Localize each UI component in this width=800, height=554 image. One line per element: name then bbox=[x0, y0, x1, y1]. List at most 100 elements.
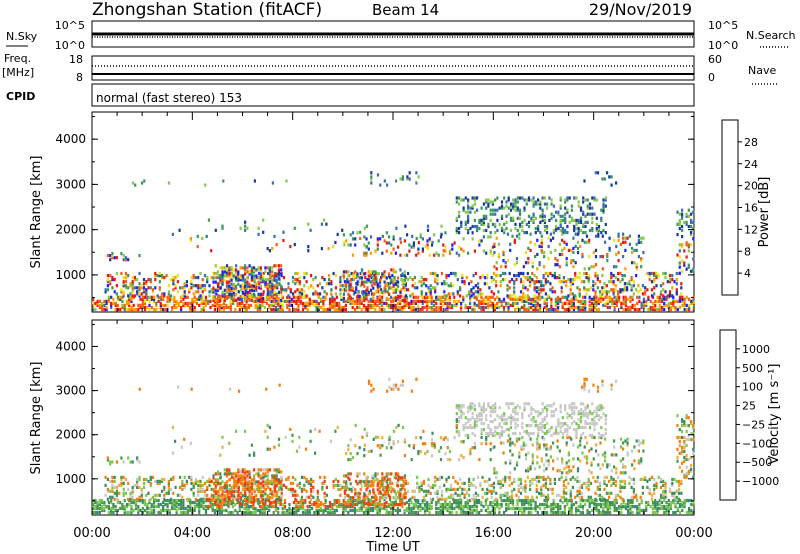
echo-cell bbox=[418, 485, 421, 489]
echo-cell bbox=[235, 272, 238, 276]
echo-cell bbox=[418, 280, 421, 284]
echo-cell bbox=[406, 233, 409, 237]
echo-cell bbox=[481, 495, 484, 499]
echo-cell bbox=[134, 503, 138, 507]
echo-cell bbox=[447, 292, 450, 296]
echo-cell bbox=[606, 295, 609, 299]
echo-cell bbox=[561, 295, 564, 299]
echo-cell bbox=[654, 506, 657, 511]
echo-cell bbox=[339, 483, 342, 487]
echo-cell bbox=[591, 196, 594, 200]
echo-cell bbox=[629, 295, 632, 299]
echo-cell bbox=[678, 255, 681, 259]
echo-cell bbox=[390, 295, 393, 299]
echo-cell bbox=[103, 299, 106, 303]
echo-cell bbox=[470, 288, 473, 292]
echo-cell bbox=[419, 503, 422, 507]
echo-cell bbox=[550, 506, 553, 511]
echo-cell bbox=[523, 208, 526, 212]
echo-cell bbox=[180, 506, 183, 511]
echo-cell bbox=[546, 224, 549, 229]
echo-cell bbox=[106, 280, 109, 284]
echo-cell bbox=[602, 210, 605, 214]
echo-cell bbox=[664, 276, 667, 280]
echo-cell bbox=[499, 485, 502, 489]
echo-cell bbox=[565, 242, 568, 246]
echo-cell bbox=[304, 303, 307, 307]
echo-cell bbox=[561, 226, 564, 231]
echo-cell bbox=[121, 305, 124, 310]
echo-cell bbox=[455, 510, 458, 515]
echo-cell bbox=[164, 303, 167, 307]
echo-cell bbox=[326, 506, 329, 511]
echo-cell bbox=[167, 483, 170, 487]
cpid-text: normal (fast stereo) 153 bbox=[96, 91, 242, 105]
echo-cell bbox=[405, 303, 408, 307]
echo-cell bbox=[122, 282, 125, 286]
echo-cell bbox=[602, 303, 605, 307]
echo-cell bbox=[573, 218, 576, 222]
echo-cell bbox=[378, 307, 381, 312]
echo-cell bbox=[460, 307, 463, 312]
echo-cell bbox=[512, 206, 515, 210]
echo-cell bbox=[376, 247, 379, 251]
echo-cell bbox=[580, 491, 584, 495]
echo-cell bbox=[648, 274, 651, 278]
echo-cell bbox=[266, 284, 269, 288]
echo-cell bbox=[606, 301, 609, 305]
echo-cell bbox=[517, 489, 520, 493]
echo-cell bbox=[423, 508, 427, 513]
echo-cell bbox=[158, 288, 161, 292]
echo-cell bbox=[189, 305, 192, 310]
echo-cell bbox=[579, 218, 583, 222]
echo-cell bbox=[154, 274, 157, 278]
echo-cell bbox=[506, 493, 509, 497]
echo-cell bbox=[410, 307, 413, 312]
echo-cell bbox=[468, 290, 471, 294]
echo-cell bbox=[455, 499, 458, 503]
echo-cell bbox=[207, 505, 210, 509]
echo-cell bbox=[218, 506, 221, 511]
echo-cell bbox=[275, 292, 278, 296]
echo-cell bbox=[356, 280, 359, 284]
echo-cell bbox=[442, 243, 445, 247]
echo-cell bbox=[198, 303, 201, 307]
echo-cell bbox=[523, 508, 526, 513]
echo-cell bbox=[566, 210, 569, 214]
echo-cell bbox=[690, 231, 693, 235]
echo-cell bbox=[200, 505, 203, 509]
echo-cell bbox=[406, 253, 409, 257]
echo-cell bbox=[134, 505, 138, 509]
echo-cell bbox=[175, 299, 178, 303]
echo-cell bbox=[526, 278, 529, 282]
echo-cell bbox=[428, 253, 431, 257]
echo-cell bbox=[331, 305, 334, 310]
echo-cell bbox=[94, 510, 97, 515]
echo-cell bbox=[159, 303, 162, 307]
echo-cell bbox=[584, 295, 587, 299]
echo-cell bbox=[547, 493, 550, 497]
echo-cell bbox=[159, 508, 162, 513]
echo-cell bbox=[397, 294, 400, 298]
echo-cell bbox=[255, 282, 258, 286]
echo-cell bbox=[140, 493, 143, 497]
echo-cell bbox=[349, 508, 352, 513]
echo-cell bbox=[162, 303, 165, 307]
echo-cell bbox=[377, 290, 380, 294]
echo-cell bbox=[578, 271, 581, 276]
echo-cell bbox=[507, 503, 510, 507]
echo-cell bbox=[566, 295, 569, 299]
echo-cell bbox=[500, 200, 504, 204]
echo-cell bbox=[588, 206, 592, 210]
echo-cell bbox=[519, 485, 523, 489]
echo-cell bbox=[644, 290, 647, 294]
echo-cell bbox=[654, 299, 657, 303]
echo-cell bbox=[632, 495, 635, 499]
echo-cell bbox=[615, 506, 618, 511]
echo-cell bbox=[462, 297, 465, 301]
echo-cell bbox=[551, 487, 554, 491]
echo-cell bbox=[320, 503, 323, 507]
echo-cell bbox=[111, 475, 114, 479]
echo-cell bbox=[437, 499, 440, 503]
echo-cell bbox=[415, 236, 418, 241]
